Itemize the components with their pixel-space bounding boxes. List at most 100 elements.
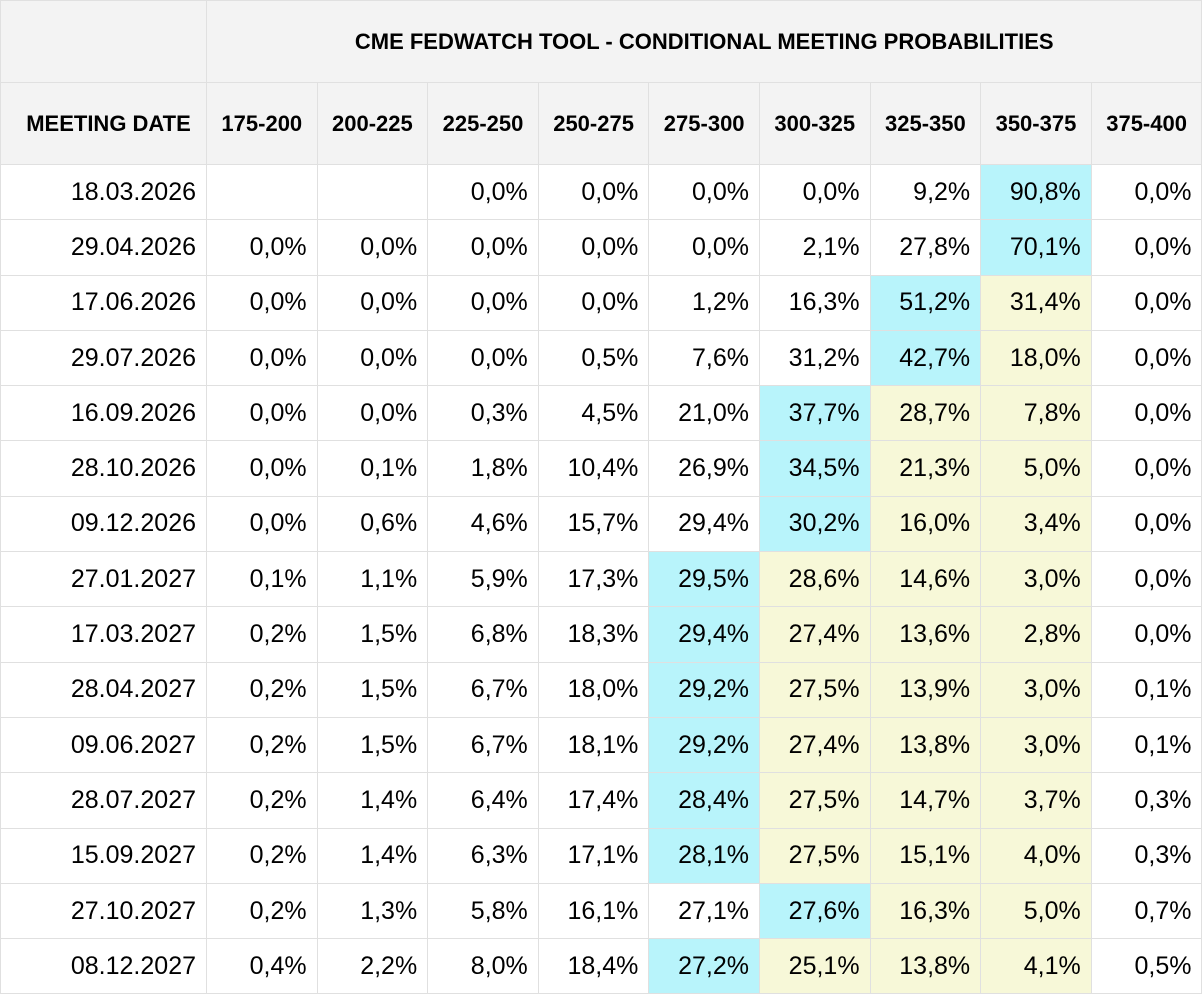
table-row: 08.12.2027 0,4% 2,2% 8,0% 18,4% 27,2% 25,1% 13,… (0, 938, 1202, 995)
probability-cell: 3,0% (980, 551, 1092, 608)
probability-cell: 10,4% (537, 440, 650, 497)
probability-cell: 16,0% (869, 495, 982, 553)
probability-cell: 0,0% (1090, 606, 1202, 663)
probability-cell: 16,3% (758, 274, 871, 331)
probability-cell: 0,0% (758, 163, 871, 221)
probability-cell: 27,5% (758, 772, 871, 829)
probability-cell: 0,0% (648, 163, 760, 221)
range-header: 375-400 (1090, 82, 1202, 165)
table-row: 18.03.2026 0,0% 0,0% 0,0% 0,0% 9,2% 90,8% 0,0% (0, 163, 1202, 221)
probability-cell: 14,7% (869, 772, 982, 829)
probability-cell: 0,7% (1090, 882, 1202, 940)
probability-cell: 30,2% (758, 495, 871, 553)
probability-cell: 0,0% (206, 385, 318, 442)
column-header-row: MEETING DATE 175-200 200-225 225-250 250-27… (0, 82, 1202, 165)
probability-cell: 1,4% (316, 772, 429, 829)
probability-cell: 0,0% (1090, 219, 1202, 276)
meeting-date-cell: 09.12.2026 (0, 495, 207, 553)
probability-cell: 27,2% (648, 938, 760, 995)
probability-cell: 27,5% (758, 827, 871, 884)
probability-cell: 27,4% (758, 606, 871, 663)
probability-cell: 37,7% (758, 385, 871, 442)
table-row: 17.06.2026 0,0% 0,0% 0,0% 0,0% 1,2% 16,3% 51,2%… (0, 274, 1202, 331)
probability-cell: 0,0% (316, 385, 429, 442)
probability-cell: 25,1% (758, 938, 871, 995)
meeting-date-cell: 16.09.2026 (0, 385, 207, 442)
meeting-date-cell: 27.10.2027 (0, 882, 207, 940)
probability-cell: 18,3% (537, 606, 650, 663)
probability-cell: 4,6% (427, 495, 539, 553)
probability-cell: 2,1% (758, 219, 871, 276)
probability-cell: 16,3% (869, 882, 982, 940)
probability-cell: 28,1% (648, 827, 760, 884)
range-header: 350-375 (980, 82, 1092, 165)
table-row: 15.09.2027 0,2% 1,4% 6,3% 17,1% 28,1% 27,5% 15,… (0, 827, 1202, 884)
probability-cell: 0,0% (427, 274, 539, 331)
probability-cell: 0,6% (316, 495, 429, 553)
meeting-date-cell: 28.10.2026 (0, 440, 207, 497)
probability-cell: 18,1% (537, 716, 650, 774)
probability-cell: 1,2% (648, 274, 760, 331)
probability-cell: 0,4% (206, 938, 318, 995)
table-row: 09.06.2027 0,2% 1,5% 6,7% 18,1% 29,2% 27,4% 13,… (0, 716, 1202, 774)
probability-cell: 29,4% (648, 606, 760, 663)
corner-cell (0, 0, 207, 83)
probability-cell: 1,5% (316, 606, 429, 663)
probability-cell: 0,0% (537, 219, 650, 276)
probability-cell: 51,2% (869, 274, 982, 331)
probability-cell: 0,0% (316, 329, 429, 387)
probability-cell: 28,7% (869, 385, 982, 442)
probability-cell: 16,1% (537, 882, 650, 940)
probability-cell: 0,0% (537, 274, 650, 331)
title-row: CME FEDWATCH TOOL - CONDITIONAL MEETING … (0, 0, 1202, 83)
probability-cell: 34,5% (758, 440, 871, 497)
range-header: 225-250 (427, 82, 539, 165)
probability-cell: 27,8% (869, 219, 982, 276)
probability-cell: 1,8% (427, 440, 539, 497)
table-row: 28.10.2026 0,0% 0,1% 1,8% 10,4% 26,9% 34,5% 21,… (0, 440, 1202, 497)
probability-cell: 0,1% (1090, 716, 1202, 774)
probability-cell: 27,5% (758, 661, 871, 718)
probability-cell: 4,0% (980, 827, 1092, 884)
probability-cell: 0,0% (1090, 329, 1202, 387)
probability-cell: 3,0% (980, 661, 1092, 718)
table-row: 29.07.2026 0,0% 0,0% 0,0% 0,5% 7,6% 31,2% 42,7%… (0, 329, 1202, 387)
probability-cell: 6,8% (427, 606, 539, 663)
probability-cell: 15,1% (869, 827, 982, 884)
meeting-date-header: MEETING DATE (0, 82, 207, 165)
probability-cell: 0,0% (1090, 274, 1202, 331)
probability-cell: 5,9% (427, 551, 539, 608)
probability-cell: 1,5% (316, 716, 429, 774)
probability-cell: 0,0% (206, 495, 318, 553)
probability-cell: 6,3% (427, 827, 539, 884)
probability-cell: 0,1% (206, 551, 318, 608)
table-title: CME FEDWATCH TOOL - CONDITIONAL MEETING … (205, 0, 1202, 83)
probability-cell: 26,9% (648, 440, 760, 497)
probability-cell: 21,3% (869, 440, 982, 497)
probability-cell: 5,8% (427, 882, 539, 940)
table-row: 17.03.2027 0,2% 1,5% 6,8% 18,3% 29,4% 27,4% 13,… (0, 606, 1202, 663)
probability-cell: 1,4% (316, 827, 429, 884)
probability-cell: 28,4% (648, 772, 760, 829)
meeting-date-cell: 18.03.2026 (0, 163, 207, 221)
probability-cell: 0,2% (206, 882, 318, 940)
probability-cell: 0,0% (1090, 495, 1202, 553)
probability-cell (316, 163, 429, 221)
probability-cell: 29,2% (648, 716, 760, 774)
range-header: 300-325 (758, 82, 871, 165)
probability-cell: 0,0% (427, 163, 539, 221)
table-row: 27.10.2027 0,2% 1,3% 5,8% 16,1% 27,1% 27,6% 16,… (0, 882, 1202, 940)
probability-cell: 9,2% (869, 163, 982, 221)
probability-cell: 31,2% (758, 329, 871, 387)
probability-cell: 17,4% (537, 772, 650, 829)
probability-cell: 13,9% (869, 661, 982, 718)
range-header: 250-275 (537, 82, 650, 165)
probability-cell: 0,0% (206, 274, 318, 331)
meeting-date-cell: 17.03.2027 (0, 606, 207, 663)
probability-cell: 2,8% (980, 606, 1092, 663)
meeting-date-cell: 15.09.2027 (0, 827, 207, 884)
probability-cell: 0,0% (1090, 551, 1202, 608)
probability-cell: 1,5% (316, 661, 429, 718)
probability-cell: 0,0% (1090, 385, 1202, 442)
